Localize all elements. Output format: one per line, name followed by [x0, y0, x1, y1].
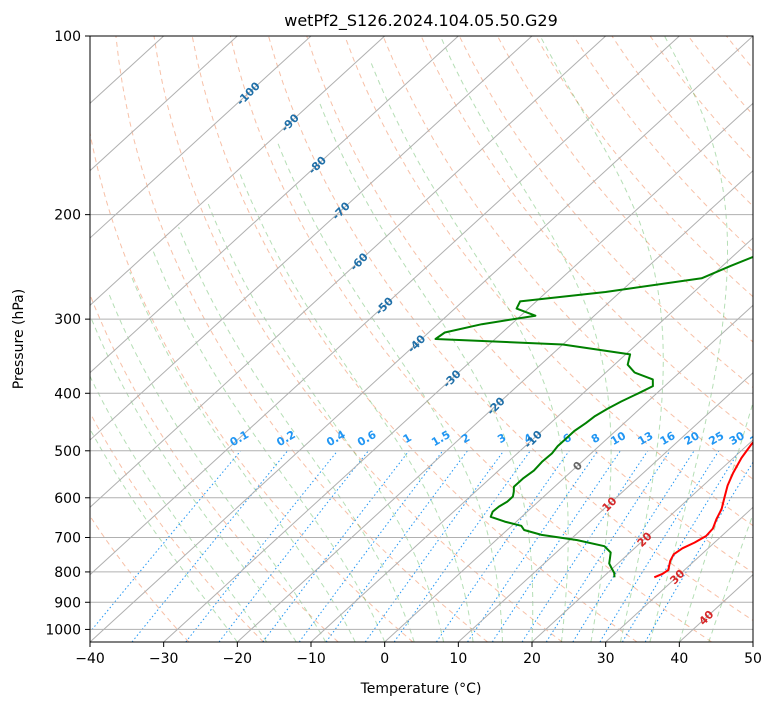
- y-tick-label: 500: [54, 444, 81, 460]
- mixing-ratio-line: [435, 450, 570, 642]
- moist-adiabat: [649, 36, 728, 642]
- mixing-ratio-line: [325, 450, 468, 642]
- x-tick-label: −10: [296, 651, 326, 667]
- isotherm-line: [531, 439, 753, 642]
- mixing-ratio-line: [572, 450, 695, 642]
- isotherm-line: [163, 102, 753, 642]
- mixing-ratio-line: [185, 450, 338, 642]
- dewpoint-profile-line: [434, 255, 753, 578]
- mixing-ratio-line: [90, 450, 242, 633]
- isotherm-line: [236, 169, 753, 642]
- mixing-ratio-line: [131, 450, 288, 642]
- y-tick-label: 200: [54, 208, 81, 224]
- plot-frame: [89, 35, 754, 643]
- moist-adiabat: [369, 60, 569, 642]
- moist-adiabat: [90, 428, 238, 642]
- mixing-ratio-line: [262, 450, 410, 642]
- y-tick-label: 400: [54, 386, 81, 402]
- x-tick-label: 0: [380, 651, 389, 667]
- moist-adiabat: [206, 201, 445, 642]
- x-tick-label: 30: [597, 651, 615, 667]
- moist-adiabat: [239, 172, 474, 642]
- moist-adiabat: [178, 227, 415, 642]
- mixing-ratio-line: [491, 450, 621, 642]
- x-tick-label: −20: [223, 651, 253, 667]
- x-tick-label: 50: [744, 651, 762, 667]
- y-axis-label: Pressure (hPa): [11, 289, 27, 389]
- isotherm-line: [90, 36, 312, 239]
- dry-adiabat: [90, 293, 339, 642]
- dry-adiabat: [458, 36, 753, 389]
- y-tick-label: 800: [54, 565, 81, 581]
- x-tick-label: 20: [523, 651, 541, 667]
- dry-adiabat: [306, 36, 753, 574]
- x-tick-label: 10: [449, 651, 467, 667]
- y-axis: 100 200 300 400 500 600 700 800 900 1000: [45, 29, 90, 638]
- dry-adiabat: [191, 36, 638, 642]
- dry-adiabat: [268, 36, 753, 622]
- dry-adiabat: [90, 411, 264, 642]
- dry-adiabats: [90, 36, 753, 642]
- isotherm-line: [384, 304, 753, 642]
- pressure-gridlines: [90, 36, 753, 630]
- dry-adiabat: [344, 36, 753, 527]
- isotherm-line: [310, 237, 753, 642]
- isotherm-line: [90, 36, 607, 509]
- isotherm-line: [457, 371, 753, 642]
- x-tick-label: 40: [670, 651, 688, 667]
- moist-adiabat: [439, 36, 612, 642]
- mixing-ratio-label: 36: [748, 429, 768, 448]
- x-tick-label: −30: [149, 651, 179, 667]
- y-tick-label: 600: [54, 491, 81, 507]
- temperature-profile-line: [653, 440, 753, 579]
- mixing-ratio-line: [644, 461, 753, 642]
- mixing-ratio-line: [545, 450, 671, 642]
- mixing-ratio-line: [621, 450, 740, 642]
- x-axis-label: Temperature (°C): [360, 681, 482, 697]
- skewed-isotherms: [90, 36, 753, 642]
- isotherm-line: [90, 36, 386, 307]
- isotherm-line: [90, 36, 459, 374]
- moist-adiabat: [129, 271, 356, 642]
- isotherm-line: [605, 506, 753, 642]
- mixing-ratio-line: [298, 450, 444, 642]
- isotherm-line: [90, 36, 533, 441]
- y-tick-label: 1000: [45, 622, 81, 638]
- plot-area: 0.10.20.40.611.52346810131620253036-100-…: [90, 36, 768, 642]
- mixing-ratio-line: [364, 450, 505, 642]
- dry-adiabat: [90, 515, 190, 642]
- profile-lines: [434, 255, 753, 579]
- mixing-ratio-line: [467, 450, 599, 642]
- moist-adiabat: [152, 250, 386, 642]
- y-tick-label: 300: [54, 312, 81, 328]
- dry-adiabat: [115, 36, 488, 642]
- x-tick-label: −40: [75, 651, 105, 667]
- moist-adiabat: [319, 103, 534, 642]
- x-axis: −40 −30 −20 −10 0 10 20 30 40 50: [75, 642, 762, 667]
- y-tick-label: 100: [54, 29, 81, 45]
- isotherm-line: [90, 36, 680, 576]
- mixing-ratio-line: [521, 450, 649, 642]
- y-tick-label: 900: [54, 595, 81, 611]
- y-tick-label: 700: [54, 531, 81, 547]
- mixing-ratio-lines: [90, 450, 753, 642]
- isotherm-line: [90, 36, 753, 642]
- dry-adiabat: [153, 36, 563, 642]
- isotherm-line: [90, 36, 238, 172]
- chart-title: wetPf2_S126.2024.104.05.50.G29: [284, 11, 558, 31]
